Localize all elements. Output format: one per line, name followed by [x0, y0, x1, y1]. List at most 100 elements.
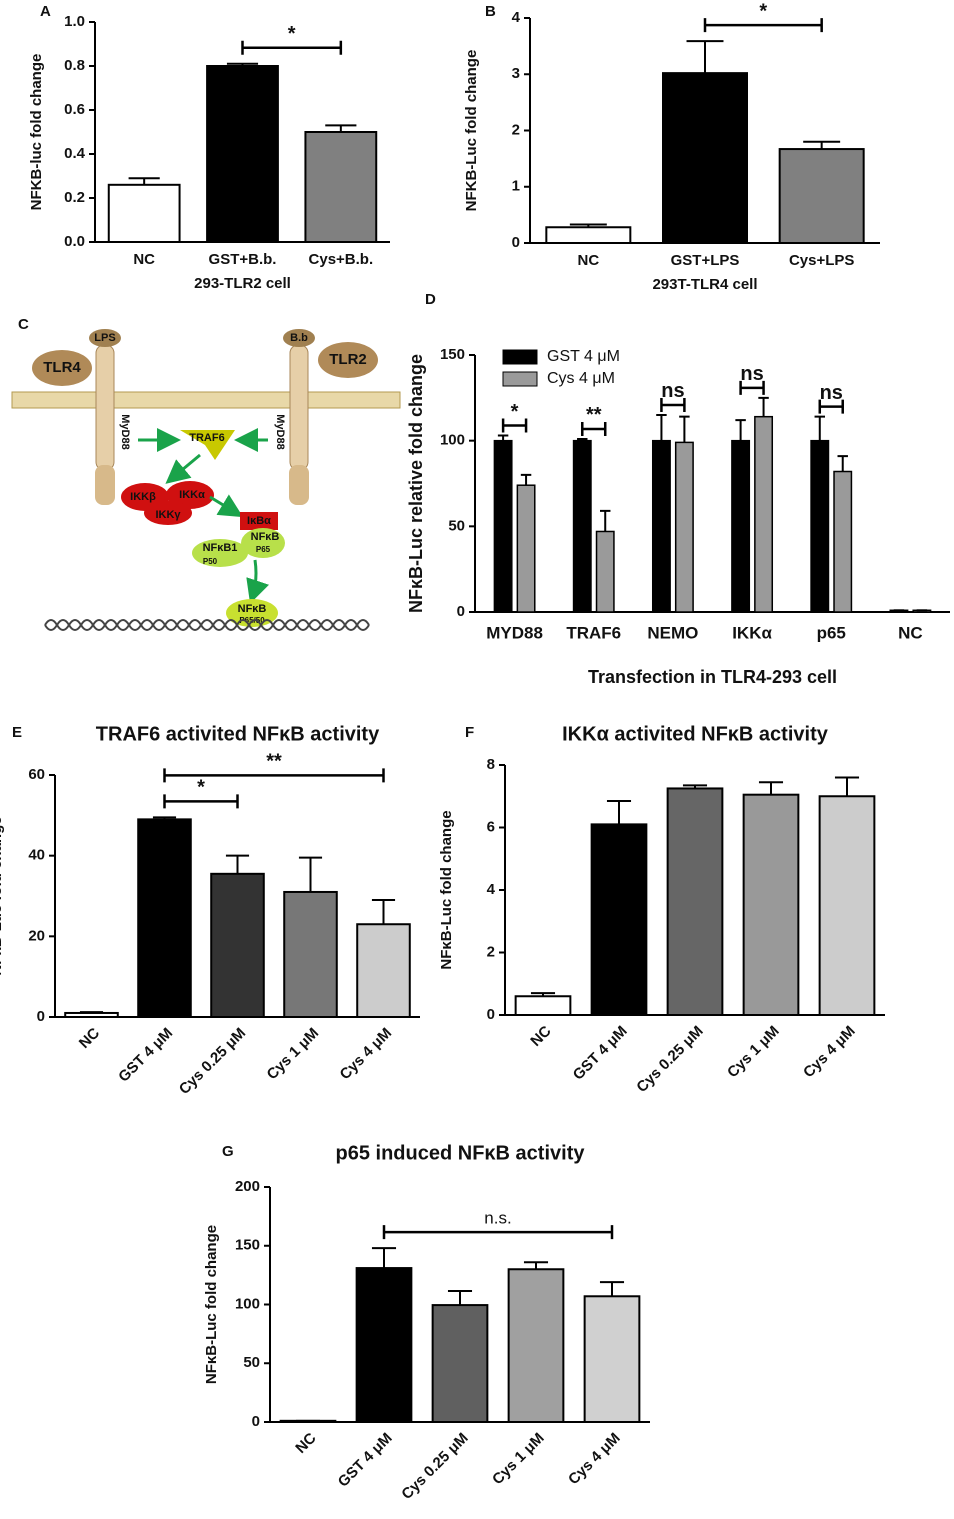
bar: [516, 484, 536, 613]
label: IKKγ: [155, 509, 181, 521]
y-tick-label: 0.8: [64, 57, 85, 74]
significance-bracket: [382, 1225, 614, 1240]
y-tick-label: 0: [37, 1008, 45, 1025]
bar: [818, 795, 876, 1016]
bar: [778, 148, 865, 244]
y-tick-label: 20: [28, 927, 45, 944]
bar: [583, 1295, 641, 1424]
significance-label: ns: [661, 380, 684, 402]
x-tick-label: NC: [577, 252, 599, 269]
significance-bracket: [163, 794, 239, 809]
significance-bracket: [818, 399, 844, 414]
panel-letter: G: [222, 1143, 234, 1160]
panel-letter: D: [425, 291, 436, 308]
y-tick-label: 1.0: [64, 13, 85, 30]
error-bar: [371, 899, 396, 925]
x-tick-label: TRAF6: [566, 623, 621, 642]
bar: [754, 415, 774, 613]
significance-bracket: [163, 768, 385, 783]
error-bar: [226, 62, 259, 66]
bar: [64, 1011, 119, 1019]
error-bar: [79, 1011, 104, 1014]
x-tick-label: NC: [527, 1023, 554, 1050]
ikk: [166, 481, 214, 509]
y-tick-label: 0.2: [64, 189, 85, 206]
error-bar: [447, 1289, 473, 1306]
label: IKKβ: [130, 491, 156, 503]
error-bar: [758, 781, 784, 795]
error-bar: [298, 856, 323, 892]
y-tick-label: 4: [487, 881, 496, 898]
error-bar: [325, 124, 357, 132]
x-tick-label: Cys+B.b.: [309, 251, 374, 268]
bar: [493, 439, 513, 613]
receptor-tail: [95, 465, 115, 505]
bar: [210, 872, 265, 1018]
significance-label: **: [586, 404, 602, 426]
y-tick-label: 0: [512, 234, 520, 251]
x-axis-label: 293T-TLR4 cell: [652, 276, 757, 293]
legend-swatch: [502, 371, 538, 387]
significance-bracket: [660, 397, 686, 412]
label: MyD88: [119, 414, 131, 449]
significance-label: **: [266, 751, 282, 773]
y-tick-label: 2: [487, 943, 495, 960]
y-tick-label: 3: [512, 65, 520, 82]
pathway-diagram: C LPS TLR4 B.b TLR2 MyD88 MyD88 TRAF6 IK…: [11, 316, 401, 631]
receptor-tail: [289, 465, 309, 505]
x-tick-label: Cys 0.25 μM: [398, 1430, 471, 1503]
arrow: [246, 559, 270, 604]
error-bar: [577, 437, 588, 441]
y-tick-label: 0: [252, 1413, 260, 1430]
x-tick-label: Cys 4 μM: [800, 1023, 859, 1082]
label: P65: [256, 545, 271, 554]
y-axis-label: NFκB-Luc fold change: [203, 1225, 220, 1384]
bar: [731, 439, 751, 613]
y-tick-label: 150: [235, 1237, 260, 1254]
receptor: [95, 344, 115, 471]
y-tick-label: 200: [235, 1178, 260, 1195]
error-bar: [152, 816, 177, 820]
significance-bracket: [581, 421, 607, 436]
bar: [137, 818, 192, 1018]
error-bar: [834, 776, 860, 797]
error-bar: [686, 40, 724, 74]
significance-bracket: [739, 380, 765, 395]
bar: [833, 470, 853, 613]
y-axis-label: NFκB-Luc fold change: [438, 810, 455, 969]
y-tick-label: 1: [512, 178, 520, 195]
y-axis-label: NFκB-Luc fold change: [0, 816, 5, 975]
label: IκBα: [247, 515, 271, 527]
error-bar: [371, 1247, 397, 1269]
y-tick-label: 0.4: [64, 145, 86, 162]
error-bar: [520, 473, 532, 486]
bar: [206, 65, 279, 243]
error-bar: [530, 992, 556, 997]
x-tick-label: MYD88: [486, 623, 543, 642]
x-tick-label: NC: [292, 1430, 319, 1457]
y-tick-label: 150: [440, 346, 465, 363]
traf6: [180, 430, 235, 460]
x-tick-label: Cys 4 μM: [337, 1025, 396, 1084]
legend-label: GST 4 μM: [547, 348, 620, 365]
chart-title: IKKα activited NFκB activity: [562, 723, 829, 745]
label: P50: [203, 557, 218, 566]
bar: [545, 226, 632, 244]
error-bar: [656, 413, 667, 441]
bar: [595, 530, 615, 613]
y-tick-label: 100: [440, 432, 465, 449]
x-tick-label: Cys 1 μM: [724, 1023, 783, 1082]
bar: [355, 1267, 413, 1423]
nfkb: [241, 528, 285, 558]
bar: [304, 131, 378, 243]
dna: [44, 619, 370, 631]
label: NFκB1: [203, 542, 238, 554]
x-tick-label: Cys 0.25 μM: [633, 1023, 706, 1096]
y-axis-label: NFKB-Luc fold change: [463, 50, 480, 212]
error-bar: [600, 509, 611, 532]
panel-letter: E: [12, 724, 22, 741]
x-axis-label: 293-TLR2 cell: [194, 275, 291, 292]
bar: [572, 439, 592, 613]
panel-letter: B: [485, 3, 496, 20]
panel-letter: F: [465, 724, 474, 741]
